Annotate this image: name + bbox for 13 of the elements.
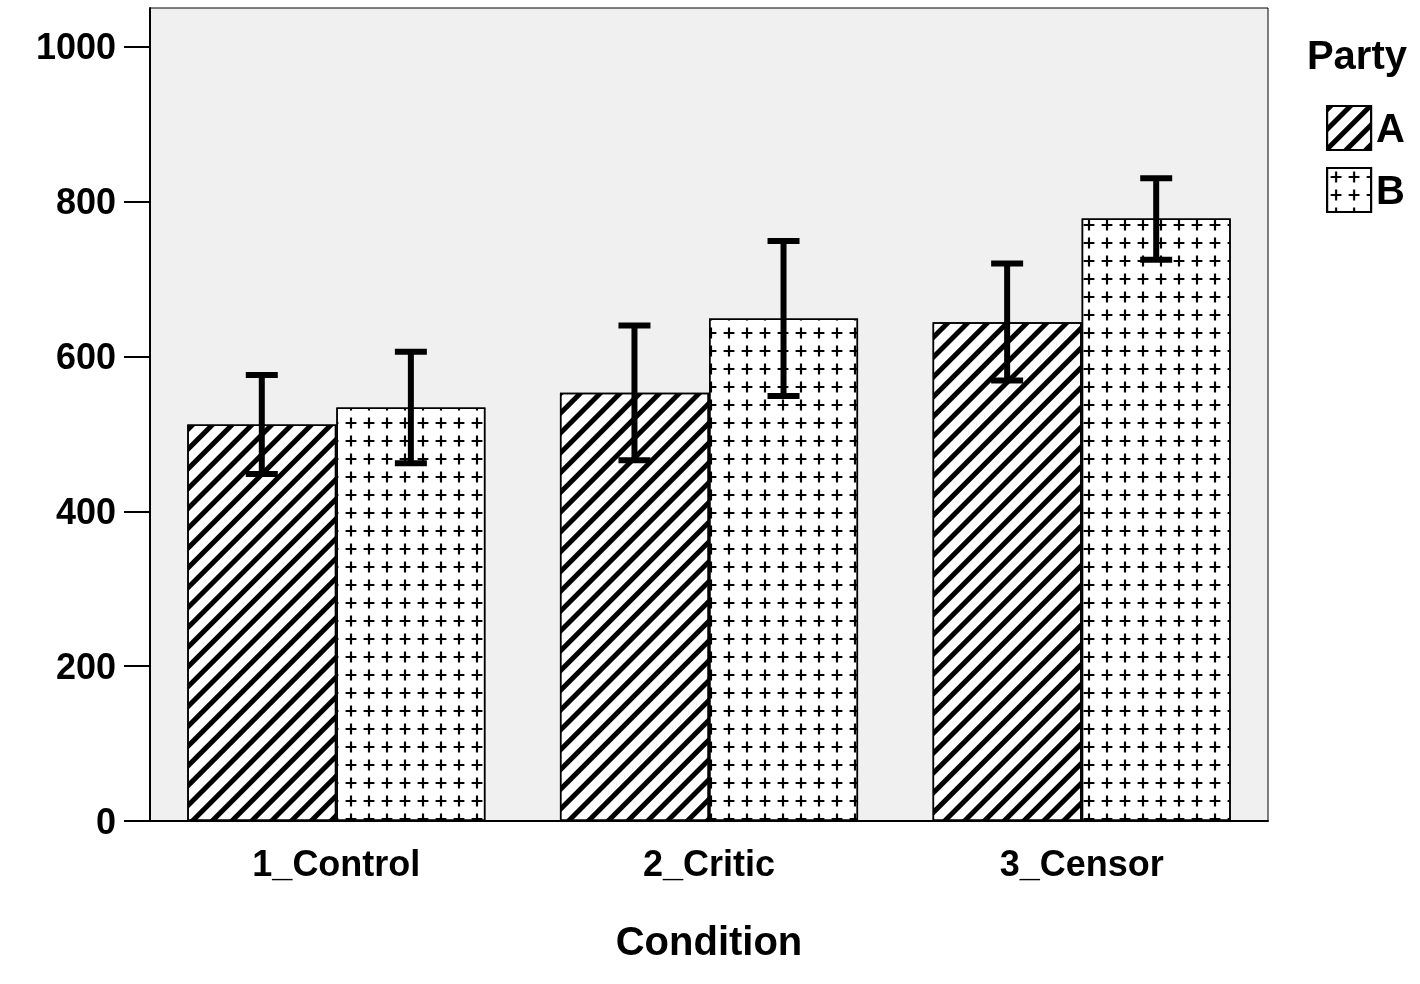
x-axis-title: Condition bbox=[615, 919, 803, 963]
y-tick-label: 0 bbox=[95, 800, 116, 842]
x-tick-label: 2_Critic bbox=[642, 842, 776, 884]
legend-label: B bbox=[1376, 168, 1405, 212]
legend-title: Party bbox=[1306, 33, 1408, 77]
legend-label: A bbox=[1376, 106, 1405, 150]
y-tick-label: 200 bbox=[55, 645, 116, 687]
y-tick-label: 800 bbox=[55, 181, 116, 223]
x-tick-label: 3_Censor bbox=[999, 842, 1164, 884]
y-tick-label: 400 bbox=[55, 490, 116, 532]
y-tick-label: 1000 bbox=[35, 26, 116, 68]
x-tick-label: 1_Control bbox=[252, 842, 421, 884]
y-tick-label: 600 bbox=[55, 335, 116, 377]
